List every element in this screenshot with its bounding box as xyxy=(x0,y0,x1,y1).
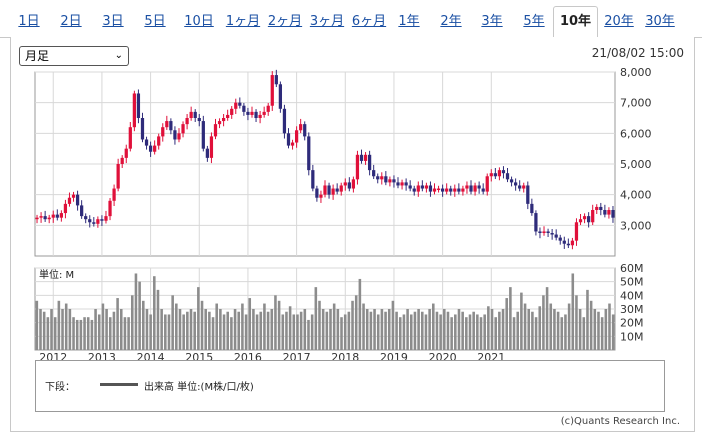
tab-6-months[interactable]: 6ヶ月 xyxy=(351,14,387,29)
tab-3-days[interactable]: 3日 xyxy=(102,14,124,29)
tab-10-days[interactable]: 10日 xyxy=(184,14,214,29)
candle-interval-value: 月足 xyxy=(25,49,50,63)
candle-interval-select[interactable]: 月足 ⌄ xyxy=(19,46,129,66)
tab-5-years[interactable]: 5年 xyxy=(523,14,545,29)
period-tab-bar: 1日 2日 3日 5日 10日 1ヶ月 2ヶ月 3ヶ月 6ヶ月 1年 2年 3年… xyxy=(0,0,702,38)
price-timestamp: 21/08/02 15:00 xyxy=(591,46,684,60)
tab-5-days[interactable]: 5日 xyxy=(144,14,166,29)
tab-3-months[interactable]: 3ヶ月 xyxy=(309,14,345,29)
copyright: (c)Quants Research Inc. xyxy=(560,416,680,427)
tab-1-year[interactable]: 1年 xyxy=(398,14,420,29)
legend-box: 下段： 出来高 単位:(M株/口/枚) xyxy=(35,360,665,412)
tab-10-years[interactable]: 10年 xyxy=(553,6,598,38)
tab-1-month[interactable]: 1ヶ月 xyxy=(225,14,261,29)
legend-volume-text: 出来高 単位:(M株/口/枚) xyxy=(144,382,254,393)
tab-2-months[interactable]: 2ヶ月 xyxy=(267,14,303,29)
tab-30-years[interactable]: 30年 xyxy=(645,14,675,29)
tab-20-years[interactable]: 20年 xyxy=(604,14,634,29)
legend-volume-swatch xyxy=(100,383,138,386)
tab-2-days[interactable]: 2日 xyxy=(60,14,82,29)
tab-3-years[interactable]: 3年 xyxy=(481,14,503,29)
chevron-down-icon: ⌄ xyxy=(114,50,123,61)
tab-1-day[interactable]: 1日 xyxy=(18,14,40,29)
tab-2-years[interactable]: 2年 xyxy=(440,14,462,29)
legend-prefix: 下段： xyxy=(45,382,75,393)
